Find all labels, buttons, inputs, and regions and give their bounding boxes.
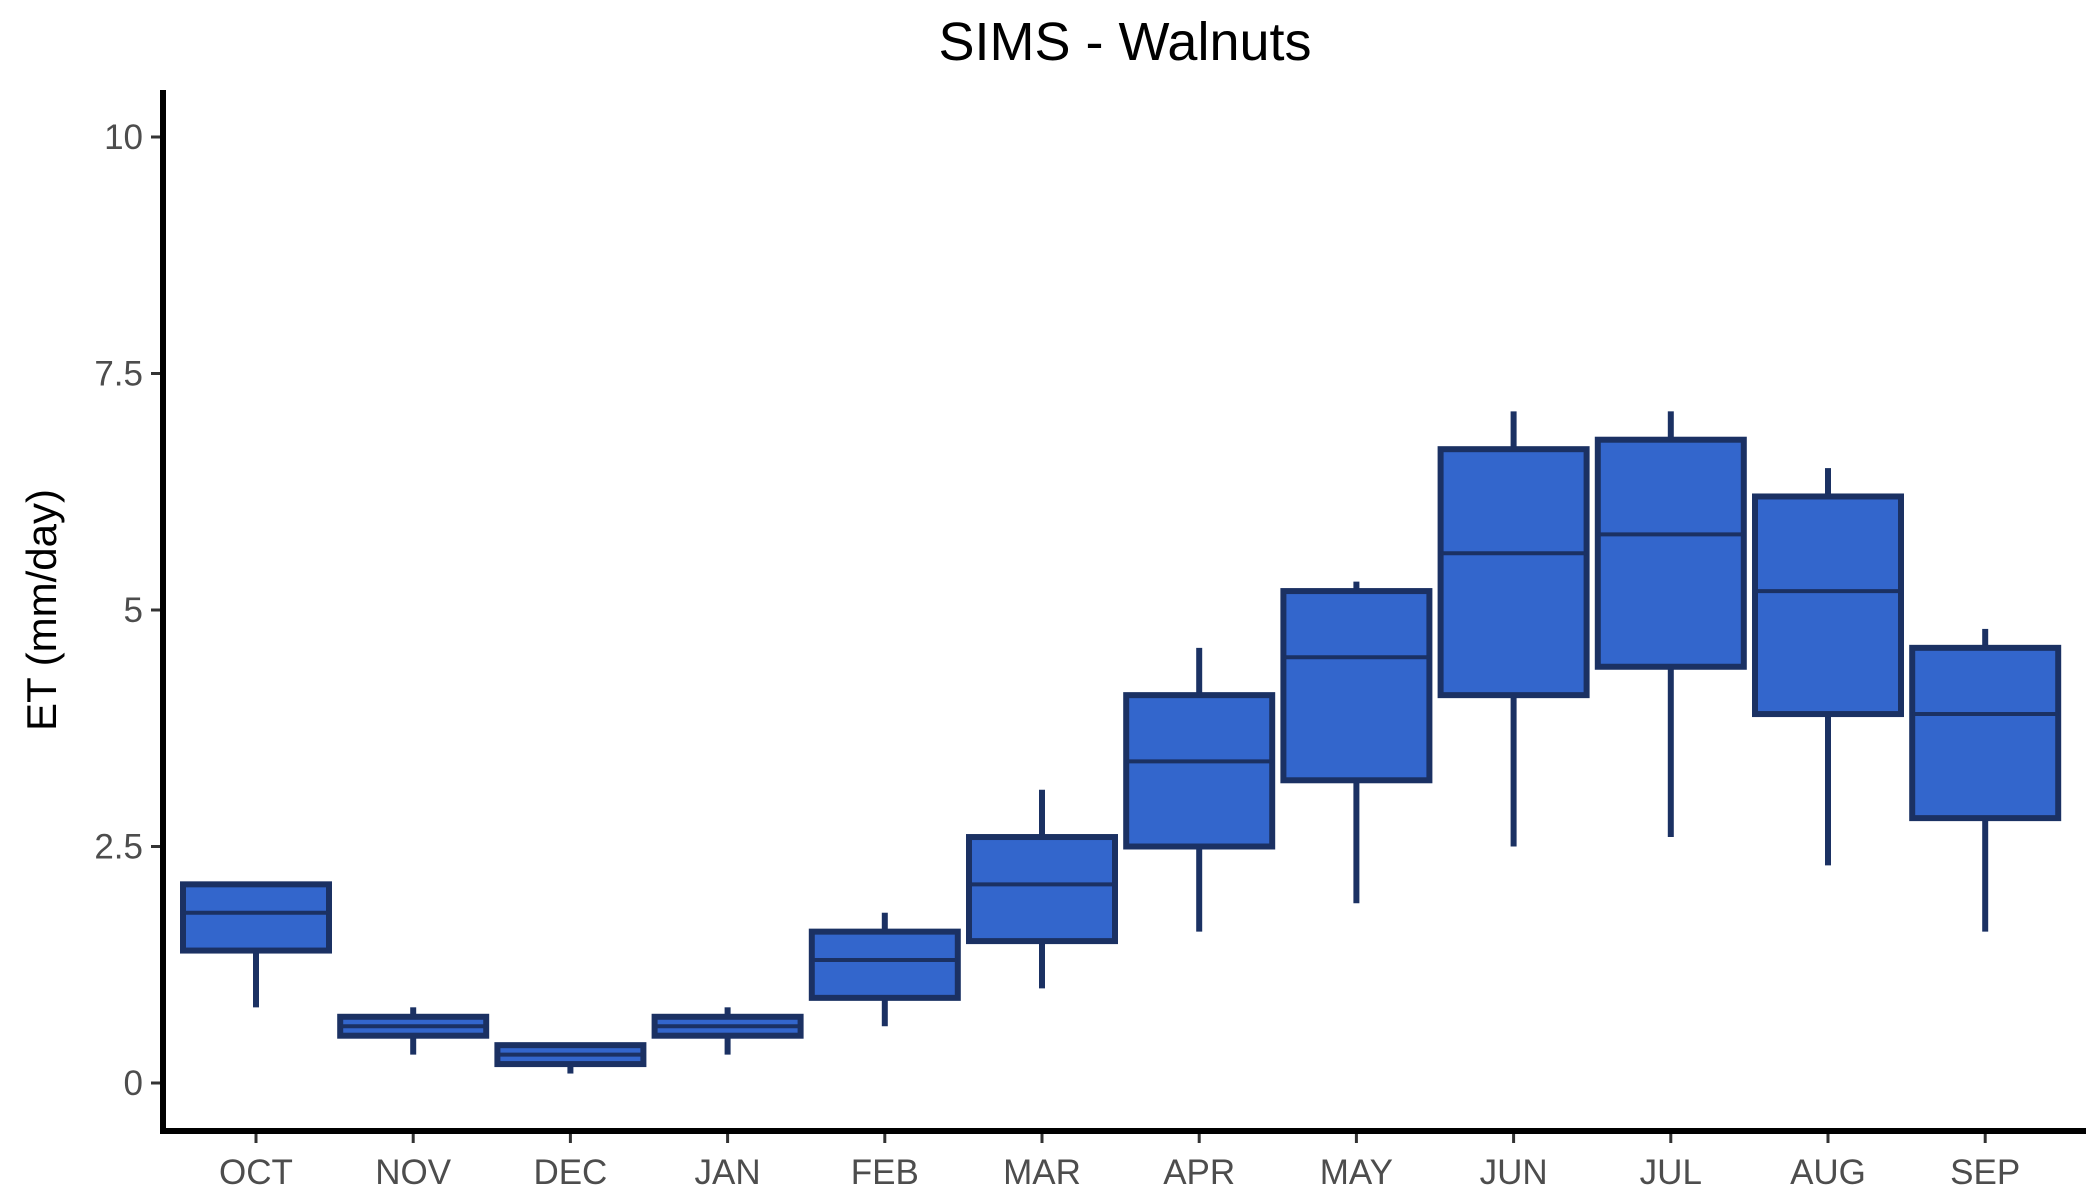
interquartile-box bbox=[1437, 446, 1590, 699]
x-tick-label: OCT bbox=[219, 1153, 293, 1192]
box-jan bbox=[651, 1007, 804, 1055]
x-tick-label: SEP bbox=[1950, 1153, 2020, 1192]
interquartile-box bbox=[966, 834, 1118, 945]
x-tick-label: JUN bbox=[1480, 1153, 1548, 1192]
box-dec bbox=[494, 1042, 647, 1074]
interquartile-box bbox=[1909, 644, 2062, 822]
interquartile-box bbox=[1752, 493, 1904, 718]
y-tick-label: 10 bbox=[104, 118, 143, 157]
x-tick-label: MAR bbox=[1003, 1153, 1081, 1192]
y-axis-label: ET (mm/day) bbox=[18, 489, 65, 731]
box-feb bbox=[808, 912, 961, 1027]
x-tick-label: MAY bbox=[1320, 1153, 1393, 1192]
x-tick-label: DEC bbox=[533, 1153, 607, 1192]
box-nov bbox=[337, 1007, 490, 1055]
interquartile-box bbox=[1123, 692, 1276, 850]
interquartile-box bbox=[1280, 588, 1433, 784]
box-aug bbox=[1752, 468, 1904, 866]
interquartile-box bbox=[1594, 436, 1747, 670]
x-tick-label: NOV bbox=[375, 1153, 452, 1192]
box-sep bbox=[1909, 628, 2062, 932]
y-tick-label: 0 bbox=[124, 1064, 143, 1103]
box-oct bbox=[180, 881, 332, 1008]
x-tick-label: AUG bbox=[1790, 1153, 1866, 1192]
box-jun bbox=[1437, 411, 1590, 847]
box-apr bbox=[1123, 647, 1276, 932]
x-tick-label: JUL bbox=[1640, 1153, 1702, 1192]
x-axis-ticks: OCT NOV DEC JAN FEB MAR APR MAY JUN JUL AUG SEP bbox=[219, 1131, 2020, 1192]
x-tick-label: FEB bbox=[851, 1153, 919, 1192]
box-may bbox=[1280, 581, 1433, 904]
y-tick-label: 7.5 bbox=[94, 355, 143, 394]
y-axis-ticks: 0 2.5 5 7.5 10 bbox=[94, 118, 163, 1103]
box-jul bbox=[1594, 411, 1747, 838]
box-series bbox=[180, 411, 2062, 1074]
interquartile-box bbox=[808, 928, 961, 1001]
y-tick-label: 5 bbox=[124, 591, 143, 630]
x-tick-label: APR bbox=[1163, 1153, 1235, 1192]
chart-title: SIMS - Walnuts bbox=[938, 12, 1311, 72]
y-tick-label: 2.5 bbox=[94, 828, 143, 867]
interquartile-box bbox=[180, 881, 332, 954]
box-mar bbox=[966, 789, 1118, 989]
x-tick-label: JAN bbox=[695, 1153, 761, 1192]
